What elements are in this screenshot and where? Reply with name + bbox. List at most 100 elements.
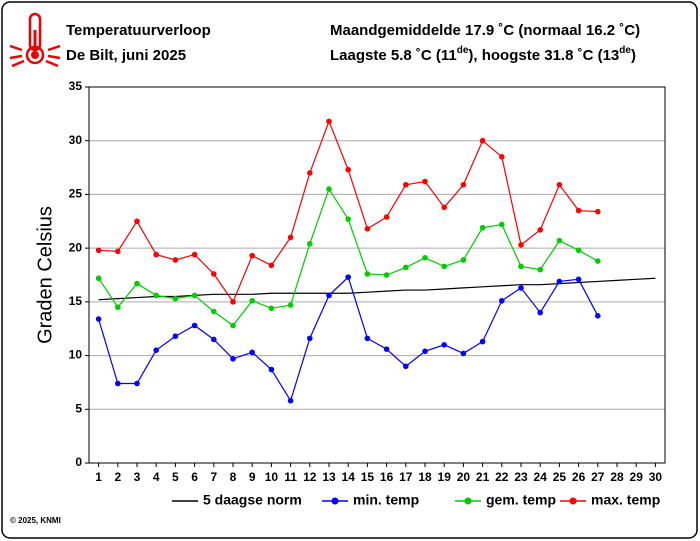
x-tick-label: 20: [457, 470, 471, 484]
summary-part: ): [631, 47, 636, 64]
data-point: [287, 302, 294, 308]
x-tick-label: 21: [476, 470, 490, 484]
data-point: [518, 263, 524, 270]
footer: © 2025, KNMI: [10, 516, 61, 525]
data-point: [422, 178, 428, 185]
data-point: [115, 304, 121, 311]
data-point: [518, 285, 524, 291]
x-tick-label: 16: [380, 470, 394, 484]
legend-label: min. temp: [353, 492, 419, 508]
legend-label: max. temp: [591, 492, 660, 508]
data-point: [134, 280, 140, 287]
legend-label: gem. temp: [486, 492, 556, 508]
data-point: [383, 214, 390, 220]
x-tick-label: 23: [514, 470, 528, 484]
data-point: [403, 264, 409, 271]
summary-line: Laagste 5.8 ˚C (11de), hoogste 31.8 ˚C (…: [330, 45, 636, 64]
data-point: [364, 226, 371, 232]
data-point: [422, 255, 428, 261]
data-point: [537, 266, 543, 273]
x-tick-label: 8: [230, 470, 237, 484]
data-point: [403, 363, 409, 370]
data-point: [326, 186, 332, 192]
x-tick-label: 18: [418, 470, 432, 484]
x-tick-label: 12: [303, 470, 317, 484]
x-tick-label: 19: [438, 470, 452, 484]
x-tick-label: 26: [572, 470, 586, 484]
data-point: [441, 263, 448, 270]
x-tick-label: 4: [153, 470, 160, 484]
summary-part: Laagste 5.8 ˚C (11: [330, 47, 457, 64]
data-point: [172, 257, 179, 263]
data-point: [422, 348, 428, 355]
y-tick-label: 35: [69, 79, 83, 93]
data-point: [249, 252, 255, 259]
data-point: [403, 181, 409, 188]
data-point: [345, 274, 352, 280]
x-tick-label: 3: [134, 470, 141, 484]
data-point: [556, 181, 563, 188]
y-tick-label: 0: [75, 455, 82, 469]
legend-marker: [569, 497, 577, 505]
data-point: [268, 262, 275, 269]
summary-line: Maandgemiddelde 17.9 ˚C (normaal 16.2 ˚C…: [330, 22, 640, 39]
data-point: [191, 292, 198, 299]
data-point: [307, 241, 313, 247]
data-point: [499, 221, 505, 228]
x-tick-label: 28: [610, 470, 624, 484]
data-point: [460, 350, 467, 357]
legend-marker: [464, 497, 472, 505]
plot-area: [88, 86, 666, 464]
data-point: [364, 271, 371, 277]
data-point: [326, 118, 332, 125]
data-point: [307, 170, 313, 176]
superscript: de: [619, 45, 631, 56]
summary-part: ), hoogste 31.8 ˚C (13: [468, 47, 619, 64]
data-point: [115, 248, 121, 255]
data-point: [153, 251, 159, 258]
data-point: [518, 242, 524, 248]
data-point: [345, 166, 352, 173]
data-point: [575, 276, 582, 283]
data-point: [479, 224, 486, 231]
x-tick-label: 1: [95, 470, 102, 484]
x-tick-label: 30: [649, 470, 663, 484]
superscript: de: [457, 45, 469, 56]
data-point: [595, 208, 601, 215]
data-point: [249, 297, 255, 304]
data-point: [153, 347, 159, 354]
data-point: [479, 338, 486, 345]
subtitle: De Bilt, juni 2025: [66, 47, 186, 64]
data-point: [95, 275, 102, 282]
y-tick-label: 25: [69, 187, 83, 201]
data-point: [307, 335, 313, 342]
data-point: [364, 335, 371, 342]
x-tick-label: 14: [342, 470, 356, 484]
data-point: [556, 278, 563, 285]
data-point: [134, 218, 140, 225]
data-point: [211, 336, 217, 343]
y-tick-label: 5: [75, 401, 82, 415]
y-tick-label: 15: [69, 294, 83, 308]
data-point: [575, 247, 582, 254]
x-tick-label: 7: [210, 470, 217, 484]
data-point: [172, 295, 179, 302]
title: Temperatuurverloop: [66, 22, 211, 39]
y-axis-label: Graden Celsius: [34, 206, 56, 344]
data-point: [383, 272, 390, 278]
data-point: [95, 247, 102, 254]
x-tick-label: 22: [495, 470, 509, 484]
x-tick-label: 25: [553, 470, 567, 484]
x-tick-label: 13: [322, 470, 336, 484]
x-tick-label: 2: [114, 470, 121, 484]
x-tick-label: 17: [399, 470, 413, 484]
data-point: [211, 271, 217, 277]
x-tick-label: 29: [630, 470, 644, 484]
data-point: [537, 309, 543, 316]
x-tick-label: 9: [249, 470, 256, 484]
data-point: [191, 251, 198, 258]
x-tick-label: 10: [265, 470, 279, 484]
data-point: [230, 322, 236, 329]
